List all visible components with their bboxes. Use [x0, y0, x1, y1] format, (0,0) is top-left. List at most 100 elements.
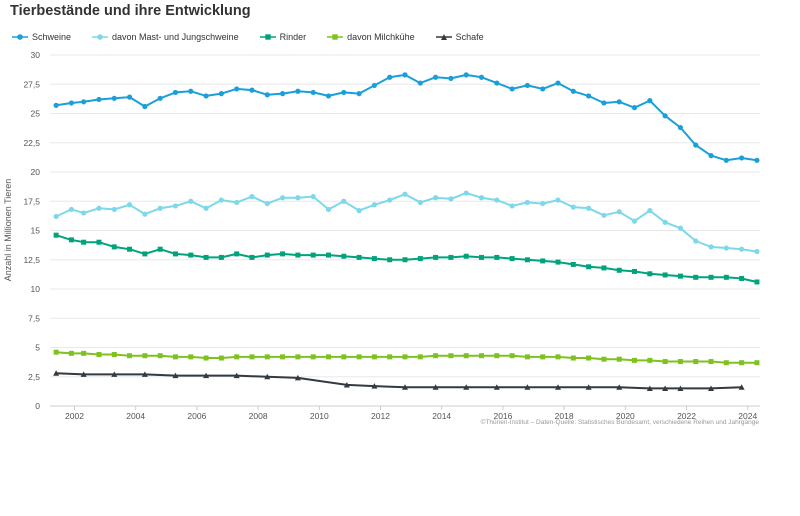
data-point[interactable] [662, 359, 668, 365]
data-point[interactable] [341, 198, 347, 204]
data-point[interactable] [448, 75, 454, 81]
data-point[interactable] [402, 191, 408, 197]
data-point[interactable] [142, 103, 148, 110]
data-point[interactable] [111, 95, 117, 101]
data-point[interactable] [463, 384, 470, 390]
data-point[interactable] [677, 273, 683, 279]
data-point[interactable] [172, 251, 178, 257]
data-point[interactable] [479, 353, 485, 359]
data-point[interactable] [524, 257, 530, 263]
data-point[interactable] [234, 86, 240, 92]
data-point[interactable] [81, 210, 87, 216]
data-point[interactable] [524, 354, 530, 360]
data-point[interactable] [264, 92, 270, 98]
data-point[interactable] [570, 204, 576, 210]
data-point[interactable] [463, 253, 469, 259]
legend-item-schweine[interactable]: Schweine [12, 32, 71, 42]
data-point[interactable] [723, 274, 729, 280]
data-point[interactable] [157, 205, 163, 211]
data-point[interactable] [203, 93, 209, 99]
data-point[interactable] [126, 202, 133, 208]
data-point[interactable] [279, 91, 286, 97]
data-point[interactable] [249, 193, 255, 200]
data-point[interactable] [448, 353, 454, 359]
data-point[interactable] [417, 80, 423, 86]
data-point[interactable] [631, 218, 638, 224]
data-point[interactable] [754, 279, 760, 285]
data-point[interactable] [586, 264, 592, 270]
data-point[interactable] [264, 354, 270, 360]
data-point[interactable] [264, 252, 270, 258]
data-point[interactable] [555, 259, 561, 265]
data-point[interactable] [739, 275, 745, 281]
data-point[interactable] [111, 206, 117, 213]
data-point[interactable] [234, 251, 240, 257]
data-point[interactable] [80, 371, 87, 377]
data-point[interactable] [677, 124, 684, 131]
data-point[interactable] [203, 372, 210, 379]
data-point[interactable] [53, 232, 59, 238]
data-point[interactable] [142, 251, 148, 257]
data-point[interactable] [96, 239, 102, 245]
data-point[interactable] [295, 88, 301, 94]
data-point[interactable] [723, 245, 729, 251]
data-point[interactable] [218, 355, 224, 361]
data-point[interactable] [754, 157, 760, 163]
data-point[interactable] [601, 265, 607, 271]
data-point[interactable] [524, 384, 531, 390]
data-point[interactable] [570, 261, 576, 267]
data-point[interactable] [127, 353, 133, 359]
data-point[interactable] [586, 205, 592, 211]
data-point[interactable] [478, 195, 485, 201]
data-point[interactable] [693, 359, 699, 365]
data-point[interactable] [616, 356, 622, 362]
data-point[interactable] [310, 354, 316, 360]
data-point[interactable] [570, 355, 576, 361]
data-point[interactable] [616, 99, 622, 105]
data-point[interactable] [371, 354, 377, 360]
data-point[interactable] [586, 355, 592, 361]
data-point[interactable] [218, 91, 224, 97]
data-point[interactable] [96, 352, 102, 358]
data-point[interactable] [708, 274, 714, 280]
data-point[interactable] [53, 370, 60, 376]
data-point[interactable] [739, 246, 745, 252]
data-point[interactable] [111, 371, 118, 377]
data-point[interactable] [509, 256, 515, 262]
data-point[interactable] [68, 100, 75, 106]
data-point[interactable] [188, 198, 194, 204]
data-point[interactable] [448, 196, 454, 202]
data-point[interactable] [524, 82, 531, 89]
data-point[interactable] [555, 384, 562, 390]
data-point[interactable] [294, 374, 301, 381]
data-point[interactable] [53, 102, 59, 108]
data-point[interactable] [126, 94, 133, 100]
data-point[interactable] [310, 89, 316, 96]
data-point[interactable] [356, 254, 362, 260]
data-point[interactable] [127, 246, 133, 252]
data-point[interactable] [555, 197, 561, 203]
data-point[interactable] [402, 257, 408, 263]
data-point[interactable] [387, 74, 393, 80]
data-point[interactable] [463, 72, 469, 78]
data-point[interactable] [53, 213, 59, 220]
data-point[interactable] [739, 155, 745, 161]
data-point[interactable] [586, 93, 592, 99]
data-point[interactable] [662, 385, 669, 391]
data-point[interactable] [157, 95, 163, 101]
data-point[interactable] [708, 385, 715, 391]
data-point[interactable] [601, 212, 607, 218]
data-point[interactable] [509, 203, 515, 209]
data-point[interactable] [142, 353, 148, 359]
data-point[interactable] [356, 354, 362, 360]
data-point[interactable] [172, 203, 179, 209]
legend-item-mast-jungschweine[interactable]: davon Mast- und Jungschweine [92, 32, 239, 42]
data-point[interactable] [417, 256, 423, 262]
data-point[interactable] [111, 352, 117, 358]
legend-item-schafe[interactable]: Schafe [435, 32, 484, 42]
data-point[interactable] [264, 373, 271, 380]
data-point[interactable] [754, 360, 760, 366]
data-point[interactable] [494, 353, 500, 359]
data-point[interactable] [249, 87, 255, 93]
data-point[interactable] [417, 354, 423, 360]
